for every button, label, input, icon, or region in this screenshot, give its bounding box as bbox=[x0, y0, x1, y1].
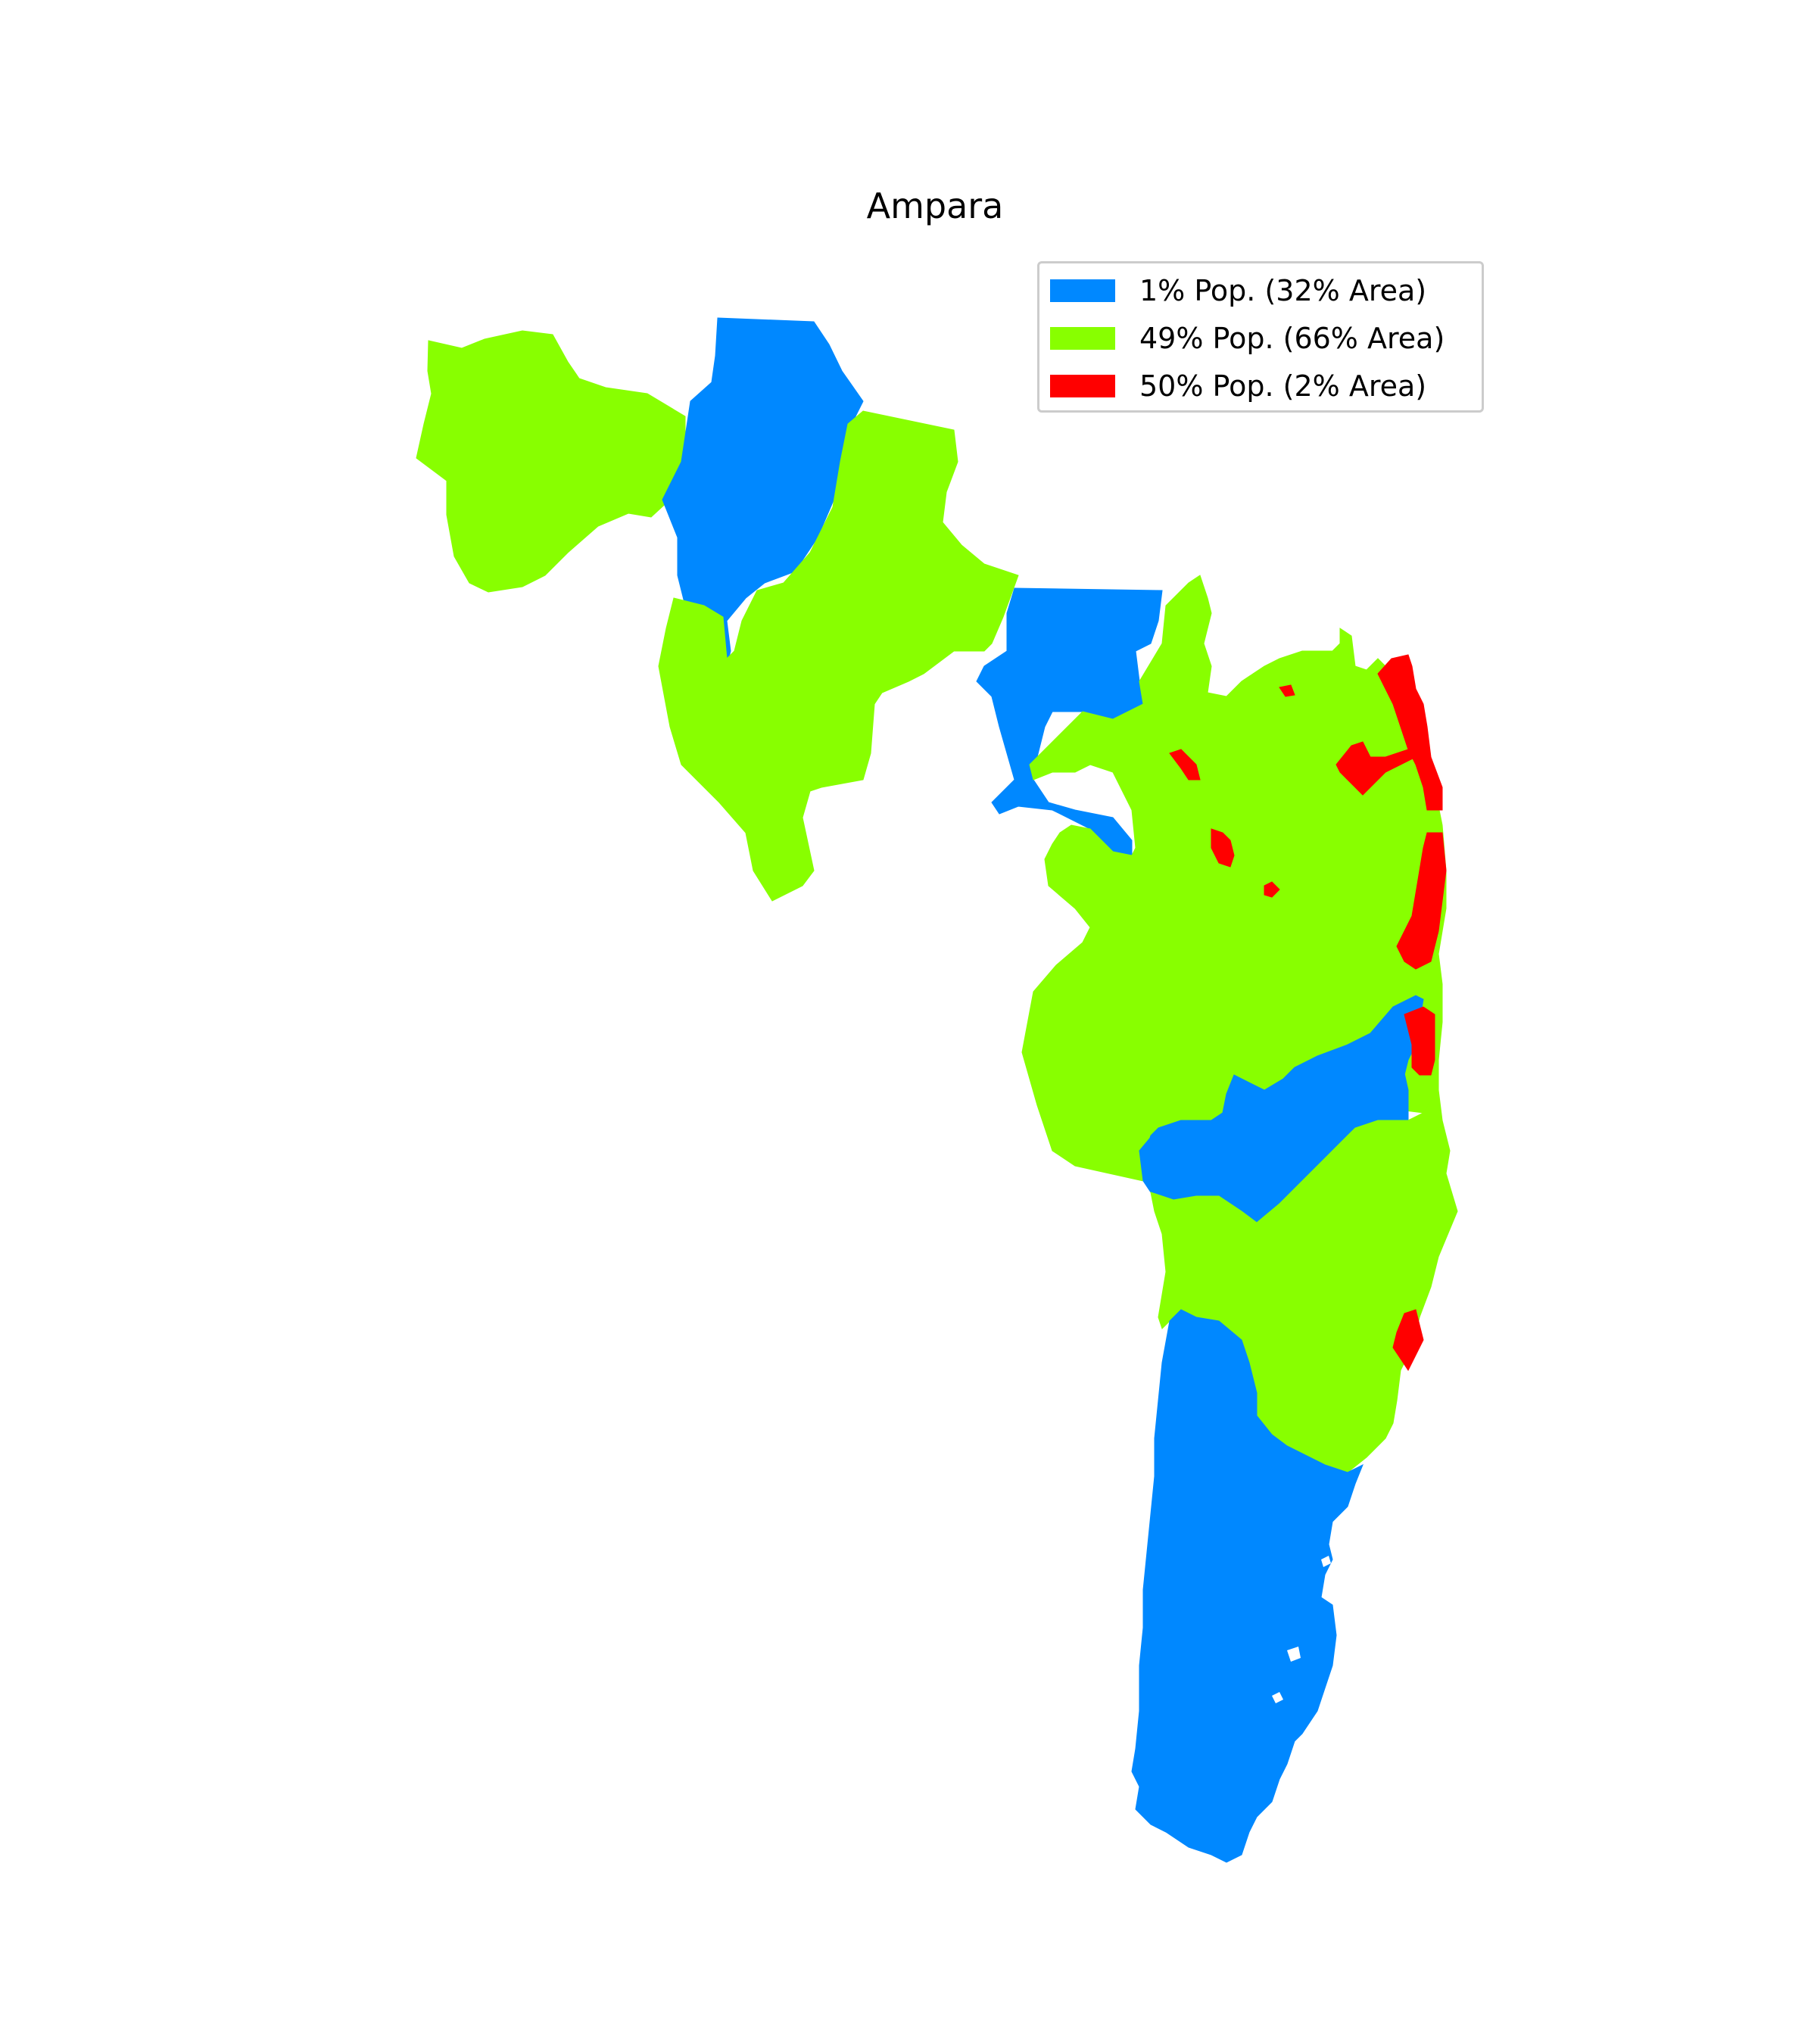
coastal-island-2 bbox=[1287, 1647, 1301, 1662]
region-high-3 bbox=[1396, 832, 1447, 970]
legend-swatch-low bbox=[1050, 279, 1115, 302]
legend-item-high: 50% Pop. (2% Area) bbox=[1050, 369, 1427, 403]
region-high-7 bbox=[1264, 881, 1280, 898]
map-title: Ampara bbox=[866, 185, 1004, 226]
legend-label-low: 1% Pop. (32% Area) bbox=[1139, 274, 1427, 307]
region-north-blue bbox=[662, 317, 864, 667]
legend-swatch-high bbox=[1050, 375, 1115, 397]
legend-swatch-mid bbox=[1050, 327, 1115, 350]
region-high-4 bbox=[1404, 1006, 1435, 1076]
region-north-central bbox=[658, 410, 1019, 902]
region-high-8 bbox=[1279, 684, 1295, 697]
region-high-1 bbox=[1377, 654, 1443, 811]
legend-label-high: 50% Pop. (2% Area) bbox=[1139, 369, 1427, 403]
coastal-island-1 bbox=[1321, 1556, 1331, 1567]
region-east-central-green bbox=[1021, 575, 1447, 1182]
coastal-island-3 bbox=[1272, 1692, 1283, 1703]
legend-label-mid: 49% Pop. (66% Area) bbox=[1139, 322, 1445, 355]
legend-item-low: 1% Pop. (32% Area) bbox=[1050, 274, 1427, 307]
map-legend: 1% Pop. (32% Area) 49% Pop. (66% Area) 5… bbox=[1037, 261, 1484, 413]
region-northwest bbox=[416, 330, 686, 593]
legend-item-mid: 49% Pop. (66% Area) bbox=[1050, 322, 1445, 355]
region-high-6 bbox=[1169, 749, 1201, 781]
region-high-5 bbox=[1211, 828, 1235, 868]
region-high-9 bbox=[1392, 1309, 1424, 1371]
region-south-blue bbox=[1131, 1309, 1364, 1863]
region-high-2 bbox=[1335, 741, 1417, 796]
